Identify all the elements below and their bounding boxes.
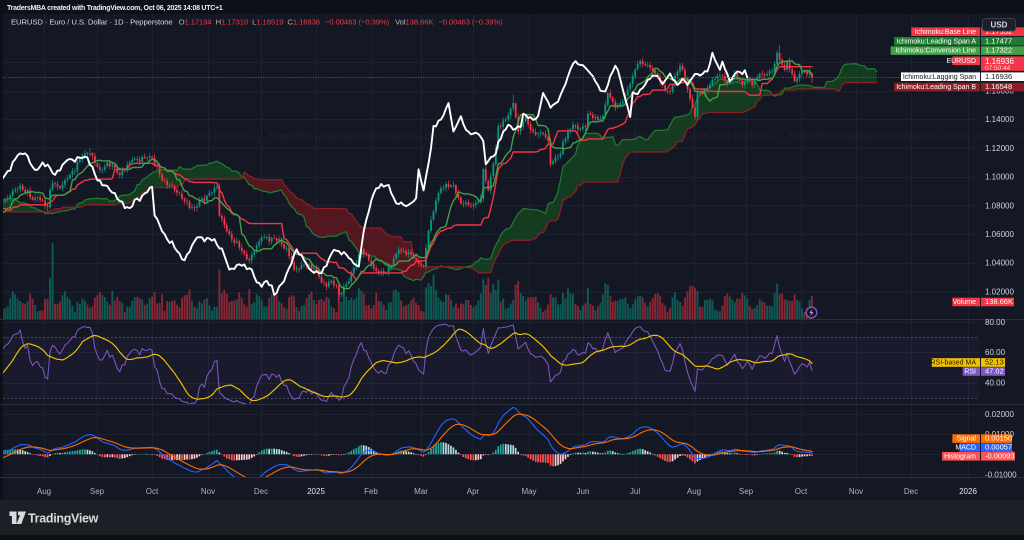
- svg-text:Sep: Sep: [90, 487, 105, 496]
- svg-text:Ichimoku:Leading Span B: Ichimoku:Leading Span B: [896, 84, 976, 91]
- svg-text:1.16936: 1.16936: [985, 72, 1012, 81]
- svg-text:Ichimoku:Lagging Span: Ichimoku:Lagging Span: [903, 74, 976, 81]
- svg-text:52.13: 52.13: [985, 358, 1004, 367]
- svg-text:138.66K: 138.66K: [985, 297, 1013, 306]
- svg-text:Feb: Feb: [364, 487, 378, 496]
- svg-text:0.00057: 0.00057: [985, 443, 1012, 452]
- svg-text:Signal: Signal: [957, 436, 977, 443]
- svg-text:Dec: Dec: [254, 487, 268, 496]
- svg-text:Volume: Volume: [953, 299, 976, 306]
- svg-text:Nov: Nov: [201, 487, 215, 496]
- svg-text:Jun: Jun: [577, 487, 590, 496]
- svg-text:-0.01000: -0.01000: [985, 470, 1017, 479]
- svg-text:47.02: 47.02: [985, 367, 1004, 376]
- svg-text:Ichimoku:Base Line: Ichimoku:Base Line: [915, 29, 976, 36]
- svg-text:Dec: Dec: [904, 487, 918, 496]
- svg-text:1.12000: 1.12000: [985, 144, 1014, 153]
- svg-text:Nov: Nov: [849, 487, 863, 496]
- svg-text:RSI-based MA: RSI-based MA: [930, 360, 976, 367]
- svg-text:1.04000: 1.04000: [985, 259, 1014, 268]
- svg-text:Histogram: Histogram: [944, 453, 976, 460]
- svg-text:TradersMBA created with Tradin: TradersMBA created with TradingView.com,…: [7, 5, 223, 12]
- svg-text:1.16548: 1.16548: [985, 82, 1012, 91]
- svg-text:Aug: Aug: [37, 487, 51, 496]
- svg-text:May: May: [521, 487, 536, 496]
- svg-text:EURUSD · Euro / U.S. Dollar ·: EURUSD · Euro / U.S. Dollar · 1D · Peppe…: [11, 18, 503, 27]
- svg-text:MACD: MACD: [955, 445, 976, 452]
- svg-text:TradersMBA created with Tradin: TradersMBA created with TradingView.com,…: [268, 132, 521, 141]
- svg-text:1.08000: 1.08000: [985, 201, 1014, 210]
- svg-text:Oct: Oct: [795, 487, 808, 496]
- svg-text:1.16936: 1.16936: [985, 57, 1014, 66]
- svg-text:Sep: Sep: [739, 487, 754, 496]
- svg-text:Aug: Aug: [687, 487, 701, 496]
- svg-text:RSI: RSI: [964, 369, 976, 376]
- svg-text:60.00: 60.00: [985, 348, 1006, 357]
- svg-text:Ichimoku:Leading Span A: Ichimoku:Leading Span A: [897, 38, 977, 45]
- svg-text:1.17322: 1.17322: [985, 46, 1012, 55]
- svg-text:Oct: Oct: [146, 487, 159, 496]
- svg-text:07:50:44: 07:50:44: [985, 65, 1011, 72]
- svg-text:TradersMBA created with Tradin: TradersMBA created with TradingView.com,…: [788, 132, 1024, 141]
- svg-text:0.00150: 0.00150: [985, 434, 1012, 443]
- svg-text:Mar: Mar: [414, 487, 428, 496]
- svg-text:80.00: 80.00: [985, 318, 1006, 327]
- svg-text:Apr: Apr: [467, 487, 480, 496]
- svg-text:2026: 2026: [959, 487, 977, 496]
- svg-text:1.06000: 1.06000: [985, 230, 1014, 239]
- svg-text:1.10000: 1.10000: [985, 173, 1014, 182]
- svg-text:0.02000: 0.02000: [985, 410, 1014, 419]
- svg-text:USD: USD: [991, 21, 1008, 30]
- svg-text:TradingView: TradingView: [28, 512, 99, 526]
- svg-text:Ichimoku:Conversion Line: Ichimoku:Conversion Line: [895, 48, 976, 55]
- svg-text:TradersMBA created with Tradin: TradersMBA created with TradingView.com,…: [8, 132, 261, 141]
- svg-text:40.00: 40.00: [985, 379, 1006, 388]
- svg-text:EURUSD: EURUSD: [946, 58, 976, 65]
- svg-text:1.02000: 1.02000: [985, 287, 1014, 296]
- svg-text:2025: 2025: [307, 487, 325, 496]
- svg-text:1.17477: 1.17477: [985, 36, 1012, 45]
- svg-text:Jul: Jul: [630, 487, 640, 496]
- svg-text:1.14000: 1.14000: [985, 115, 1014, 124]
- svg-text:-0.00093: -0.00093: [985, 451, 1015, 460]
